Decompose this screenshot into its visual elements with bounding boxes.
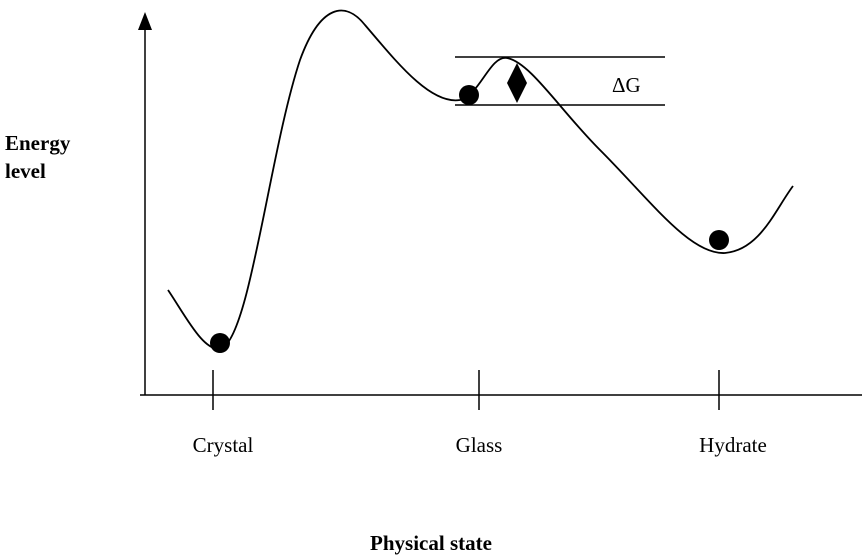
state-label: Crystal — [193, 433, 254, 457]
energy-curve — [167, 9, 794, 350]
x-axis-label: Physical state — [370, 531, 492, 555]
y-axis-arrow — [138, 12, 152, 30]
delta-marker — [507, 63, 527, 103]
annotation: ΔG — [612, 73, 641, 97]
state-label: Hydrate — [699, 433, 767, 457]
state-ball — [210, 333, 230, 353]
y-axis-label: Energy — [5, 131, 71, 155]
state-label: Glass — [456, 433, 503, 457]
state-ball — [709, 230, 729, 250]
y-axis-label: level — [5, 159, 46, 183]
state-ball — [459, 85, 479, 105]
